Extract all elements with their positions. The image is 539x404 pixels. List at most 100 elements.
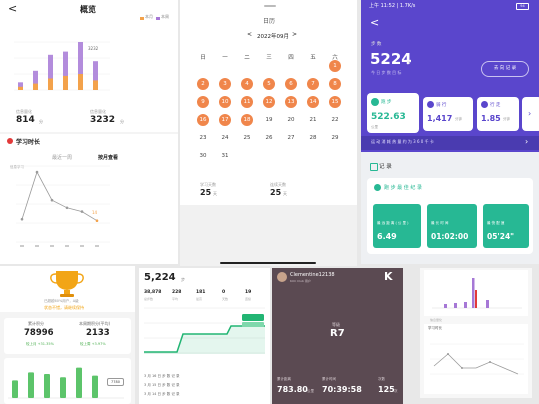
metric-card-run[interactable]: 跑 步 522.63 公里 xyxy=(367,93,419,133)
weekday-5: 五 xyxy=(310,55,316,61)
stat2-value: 3232 xyxy=(90,115,116,125)
calendar-day[interactable]: 25 xyxy=(243,135,251,141)
next-month-button[interactable]: > xyxy=(292,31,298,38)
points-card: 累计积分 78996 较上月 +31.35% 本周期积分(平均) 2133 较上… xyxy=(4,318,131,354)
calendar-day[interactable]: 15 xyxy=(329,96,341,108)
record-row-0[interactable]: 3 月 16 日 步 数 记 录 xyxy=(144,374,180,378)
stat1-label: 信息量化 xyxy=(16,109,32,114)
line-end-label: 14 xyxy=(92,210,98,215)
record-pace-tile[interactable]: 最 快 配 速 05'24" xyxy=(483,204,529,248)
calendar-day[interactable]: 18 xyxy=(241,114,253,126)
points-total-label: 累计积分 xyxy=(28,321,44,326)
mini-bar-card xyxy=(424,270,528,316)
bar-month-3 xyxy=(63,51,68,90)
level-value: R7 xyxy=(330,328,345,339)
summary-left-label: 学习天数 xyxy=(200,182,216,187)
calendar-day[interactable]: 29 xyxy=(331,135,339,141)
bar-month-2 xyxy=(48,54,53,90)
points-bar-3 xyxy=(60,377,66,398)
record-row-2[interactable]: 3 月 14 日 步 数 记 录 xyxy=(144,392,180,396)
section-title: 学习时长 xyxy=(16,139,41,146)
tab-recent-week[interactable]: 最近一周 xyxy=(52,155,73,161)
calendar-day[interactable]: 4 xyxy=(241,78,253,90)
history-button[interactable]: 去 向 记 录 xyxy=(481,61,529,77)
metric-card-next[interactable]: › xyxy=(522,97,539,131)
calendar-day[interactable]: 30 xyxy=(199,153,207,159)
calendar-day[interactable]: 14 xyxy=(307,96,319,108)
tab-by-month[interactable]: 按月查看 xyxy=(98,155,119,161)
calendar-day[interactable]: 12 xyxy=(263,96,275,108)
col-value-4: 19 xyxy=(245,290,252,295)
avatar[interactable] xyxy=(277,272,287,282)
record-pace-value: 05'24" xyxy=(487,232,515,241)
mini-bars-title: 信息量化 xyxy=(430,318,443,322)
calendar-day[interactable]: 16 xyxy=(197,114,209,126)
x-tick-4 xyxy=(80,245,84,247)
weekday-2: 二 xyxy=(244,55,250,61)
calendar-day[interactable]: 5 xyxy=(263,78,275,90)
back-button[interactable]: < xyxy=(370,16,380,29)
calendar-day[interactable]: 23 xyxy=(199,135,207,141)
steps-value: 5224 xyxy=(370,50,412,68)
calendar-day[interactable]: 10 xyxy=(219,96,231,108)
record-duration-tile[interactable]: 最 长 时 间 01:02:00 xyxy=(427,204,477,248)
calendar-day[interactable]: 24 xyxy=(221,135,229,141)
calendar-day[interactable]: 7 xyxy=(307,78,319,90)
record-distance-tile[interactable]: 最 远 距 离 ( 公 里 ) 6.49 xyxy=(373,204,421,248)
stat1-value: 814 xyxy=(16,115,35,125)
stat1-unit: 分 xyxy=(39,119,43,124)
stat-distance-unit: 公里 xyxy=(307,389,314,393)
weekday-0: 日 xyxy=(200,55,206,61)
study-time-icon xyxy=(7,138,13,144)
summary-left-unit: 天 xyxy=(213,191,217,196)
bar-month-0 xyxy=(18,82,23,90)
stat-time-label: 累计时间 xyxy=(322,377,336,381)
steps-label: 步 数 xyxy=(371,42,382,47)
calendar-day[interactable]: 19 xyxy=(265,117,273,123)
calendar-day[interactable]: 3 xyxy=(219,78,231,90)
col-value-3: 0 xyxy=(222,290,226,295)
calendar-day[interactable]: 2 xyxy=(197,78,209,90)
legend-week-swatch xyxy=(156,17,160,20)
back-button[interactable]: < xyxy=(8,2,18,15)
metric-ride-value: 1,417 xyxy=(427,114,453,123)
calendar-day[interactable]: 21 xyxy=(309,117,317,123)
record-distance-label: 最 远 距 离 ( 公 里 ) xyxy=(377,221,409,225)
metric-card-walk[interactable]: 行 走 1.85 分钟 xyxy=(477,97,519,131)
prev-month-button[interactable]: < xyxy=(247,31,253,38)
bar-week-0 xyxy=(18,86,23,90)
line-y-label: 信息学习 xyxy=(10,165,24,169)
calendar-day[interactable]: 27 xyxy=(287,135,295,141)
points-avg-value: 2133 xyxy=(86,328,110,338)
calendar-day[interactable]: 13 xyxy=(285,96,297,108)
record-row-1[interactable]: 3 月 15 日 步 数 记 录 xyxy=(144,383,180,387)
step-trend-panel: 5,224 步 38,878 228 181 0 19 总步数 平均 最高 天数… xyxy=(139,268,270,404)
calendar-day[interactable]: 31 xyxy=(221,153,229,159)
x-tick-5 xyxy=(95,245,99,247)
calendar-day[interactable]: 20 xyxy=(287,117,295,123)
x-tick-0 xyxy=(20,245,24,247)
line-point-0 xyxy=(20,217,24,221)
calendar-day[interactable]: 1 xyxy=(329,60,341,72)
metric-run-label: 跑 步 xyxy=(381,100,392,105)
calendar-day[interactable]: 11 xyxy=(241,96,253,108)
mini-line-chart xyxy=(430,343,524,375)
records-card: 跑 步 最 佳 纪 录 最 远 距 离 ( 公 里 ) 6.49 最 长 时 间… xyxy=(367,178,533,254)
points-avg-label: 本周期积分(平均) xyxy=(79,321,111,326)
calendar-day[interactable]: 17 xyxy=(219,114,231,126)
calendar-day[interactable]: 22 xyxy=(331,117,339,123)
steps-panel: 上午 11:52 | 1.7K/s 94 < 步 数 5224 步 今 日 步 … xyxy=(361,0,539,264)
calendar-day[interactable]: 6 xyxy=(285,78,297,90)
trophy-icon xyxy=(50,271,84,297)
calendar-day[interactable]: 8 xyxy=(329,78,341,90)
col-label-2: 最高 xyxy=(196,297,203,301)
metric-card-ride[interactable]: 骑 行 1,417 分钟 xyxy=(423,97,473,131)
achievement-panel: 已超越60%用户，A级 状态不错，请继续保持 累计积分 78996 较上月 +3… xyxy=(0,266,135,404)
drag-handle xyxy=(264,5,276,7)
bar-month-4 xyxy=(78,42,83,90)
stat-distance-value: 783.80 xyxy=(277,385,308,394)
line-point-4 xyxy=(80,210,84,213)
calendar-day[interactable]: 9 xyxy=(197,96,209,108)
calendar-day[interactable]: 28 xyxy=(309,135,317,141)
calendar-day[interactable]: 26 xyxy=(265,135,273,141)
